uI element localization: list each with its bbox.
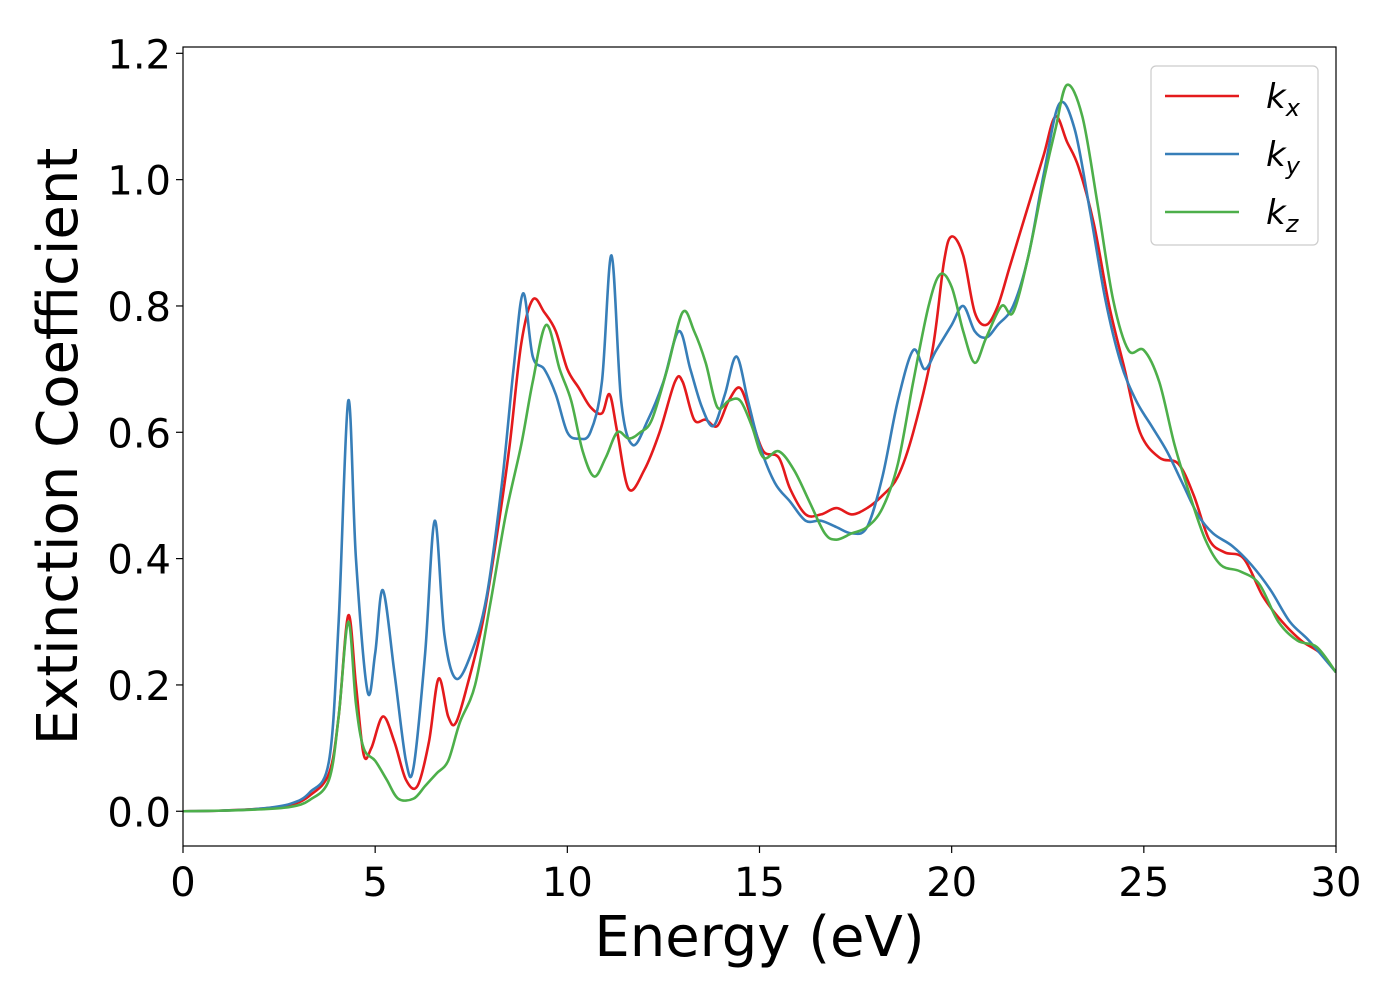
y-tick-label: 1.2 (107, 32, 171, 78)
x-tick-label: 30 (1311, 860, 1362, 906)
legend-box (1150, 65, 1319, 246)
x-tick-label: 20 (926, 860, 977, 906)
plot-area (183, 83, 1336, 813)
x-tick-label: 0 (170, 860, 195, 906)
x-tick-label: 10 (542, 860, 593, 906)
series-line-x (183, 115, 1336, 813)
y-tick-label: 0.2 (107, 664, 171, 710)
y-tick-label: 1.0 (107, 159, 171, 205)
y-tick-label: 0.8 (107, 285, 171, 331)
x-tick-label: 25 (1118, 860, 1169, 906)
y-tick-label: 0.4 (107, 538, 171, 584)
y-tick-label: 0.0 (107, 790, 171, 836)
x-tick-label: 5 (362, 860, 387, 906)
x-axis: 0 5 10 15 20 25 30 (170, 846, 1361, 906)
y-axis-label: Extinction Coefficient (26, 148, 91, 746)
x-axis-label: Energy (eV) (594, 905, 924, 970)
legend-label-z: kz (1266, 193, 1300, 238)
x-tick-label: 15 (734, 860, 785, 906)
series-line-y (183, 100, 1336, 813)
series-line-z (183, 83, 1336, 813)
y-tick-label: 0.6 (107, 411, 171, 457)
y-axis: 0.0 0.2 0.4 0.6 0.8 1.0 1.2 (107, 32, 183, 836)
